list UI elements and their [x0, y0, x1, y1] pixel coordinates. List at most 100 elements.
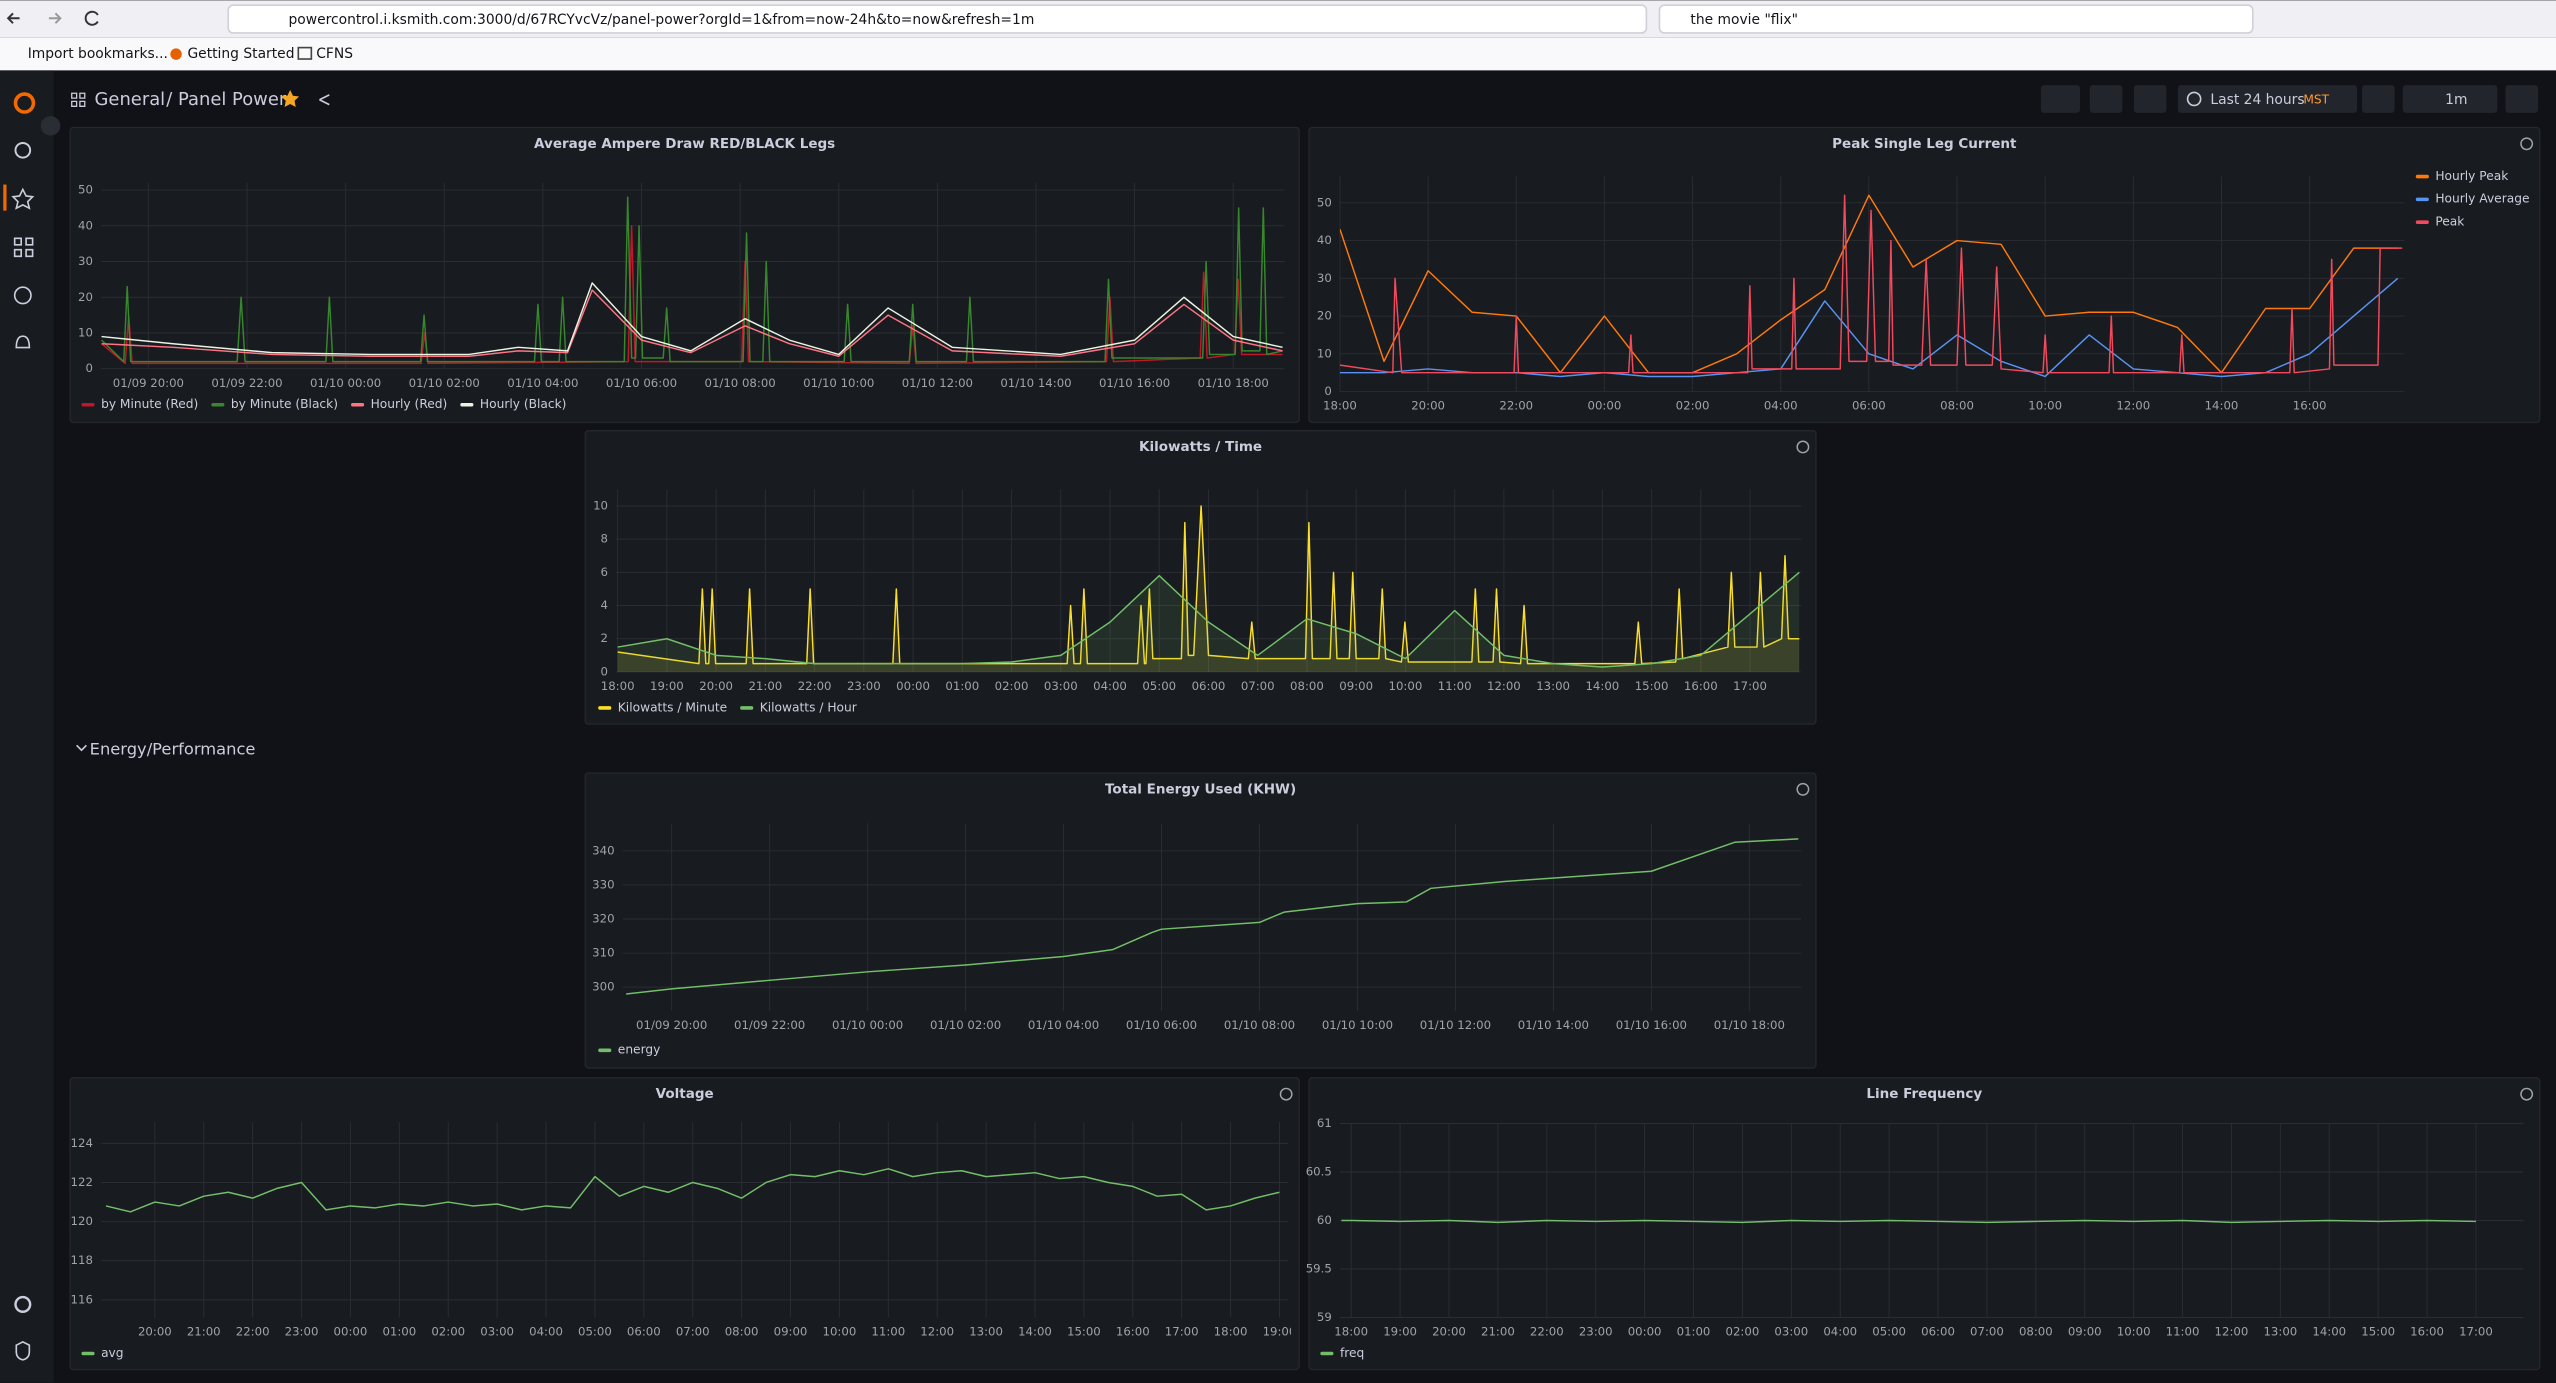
x-tick-label: 01/10 16:00	[1099, 376, 1170, 390]
legend-swatch	[598, 1048, 612, 1053]
y-tick-label: 59.5	[1306, 1261, 1332, 1275]
x-tick-label: 19:00	[650, 679, 684, 693]
x-tick-label: 14:00	[2205, 399, 2239, 413]
x-tick-label: 04:00	[529, 1325, 563, 1339]
tv-mode-button[interactable]	[2505, 85, 2539, 113]
y-tick-label: 0	[1324, 384, 1331, 398]
plot-area	[105, 1168, 1280, 1213]
legend-label: by Minute (Black)	[231, 397, 338, 411]
x-tick-label: 06:00	[1852, 399, 1886, 413]
y-tick-label: 0	[601, 664, 608, 678]
refresh-button[interactable]	[2402, 85, 2498, 113]
x-tick-label: 14:00	[2312, 1325, 2346, 1339]
dashboard-title: / Panel Power	[166, 89, 287, 110]
x-tick-label: 23:00	[847, 679, 881, 693]
url-bar[interactable]	[227, 4, 1648, 34]
legend-swatch	[598, 706, 612, 710]
series-line	[617, 571, 1800, 668]
x-tick-label: 00:00	[1628, 1325, 1662, 1339]
save-button[interactable]	[2089, 85, 2123, 113]
series-line	[101, 289, 1283, 357]
y-tick-label: 50	[78, 183, 93, 197]
alerting-icon[interactable]	[15, 335, 31, 349]
panel-title: Line Frequency	[1866, 1086, 1982, 1102]
reload-button[interactable]	[84, 10, 99, 26]
panel	[1308, 1077, 2541, 1371]
panel-title: Peak Single Leg Current	[1832, 136, 2017, 152]
y-tick-label: 59	[1317, 1310, 1332, 1324]
x-tick-label: 03:00	[1774, 1325, 1808, 1339]
legend-label: Peak	[2435, 215, 2465, 229]
legend-swatch	[2415, 174, 2429, 179]
search-bar[interactable]	[1658, 4, 2254, 34]
legend-swatch	[740, 706, 754, 710]
legend-label: Kilowatts / Minute	[618, 700, 727, 714]
legend-label: energy	[618, 1043, 661, 1057]
x-tick-label: 19:00	[1263, 1325, 1297, 1339]
bookmark[interactable]: Import bookmarks...	[28, 46, 168, 62]
x-tick-label: 12:00	[1487, 679, 1521, 693]
x-tick-label: 10:00	[2028, 399, 2062, 413]
x-tick-label: 21:00	[1481, 1325, 1515, 1339]
x-tick-label: 07:00	[676, 1325, 710, 1339]
x-tick-label: 02:00	[1726, 1325, 1760, 1339]
bookmark[interactable]: Getting Started	[187, 46, 294, 62]
x-tick-label: 01/10 12:00	[1420, 1018, 1491, 1032]
plot-area	[617, 505, 1800, 672]
x-tick-label: 03:00	[480, 1325, 514, 1339]
favorite-star[interactable]	[281, 89, 300, 107]
explore-icon[interactable]	[13, 286, 32, 305]
bookmark[interactable]: CFNS	[316, 46, 353, 62]
grafana-logo[interactable]	[13, 92, 36, 114]
row-chevron[interactable]	[76, 744, 87, 752]
shield-icon[interactable]	[15, 1340, 31, 1361]
x-tick-label: 23:00	[1579, 1325, 1613, 1339]
x-tick-label: 12:00	[2116, 399, 2150, 413]
row-title[interactable]: Energy/Performance	[90, 740, 256, 759]
x-tick-label: 11:00	[1438, 679, 1472, 693]
starred-icon[interactable]	[11, 187, 35, 210]
x-tick-label: 01/10 18:00	[1714, 1018, 1785, 1032]
legend-swatch	[1320, 1351, 1334, 1356]
expand-button[interactable]	[40, 116, 61, 136]
legend-swatch	[2415, 220, 2429, 224]
y-tick-label: 4	[601, 598, 608, 612]
y-tick-label: 340	[592, 843, 614, 857]
x-axis: 18:00 19:00 20:00 21:00 22:00 23:00 00:00 01:00…	[601, 489, 1767, 693]
back-button[interactable]	[6, 12, 20, 24]
time-picker[interactable]	[2177, 85, 2358, 113]
y-tick-label: 116	[71, 1292, 93, 1306]
y-tick-label: 300	[592, 980, 614, 994]
settings-button[interactable]	[2133, 85, 2167, 113]
legend-swatch	[211, 402, 225, 407]
zoom-out-button[interactable]	[2362, 85, 2395, 113]
forward-button[interactable]	[48, 12, 62, 24]
x-tick-label: 22:00	[236, 1325, 270, 1339]
x-tick-label: 05:00	[1142, 679, 1176, 693]
panel	[584, 772, 1817, 1069]
x-tick-label: 16:00	[2293, 399, 2327, 413]
y-tick-label: 8	[601, 532, 608, 546]
series-line	[1339, 277, 2399, 378]
y-tick-label: 320	[592, 911, 614, 925]
url-text: powercontrol.i.ksmith.com:3000/d/67RCYvc…	[289, 12, 1035, 28]
panel-refresh-icon	[2520, 1087, 2534, 1101]
search-icon[interactable]	[14, 141, 32, 159]
settings-icon[interactable]	[14, 1295, 32, 1313]
x-tick-label: 00:00	[896, 679, 930, 693]
x-tick-label: 05:00	[1872, 1325, 1906, 1339]
dashboards-icon[interactable]	[13, 237, 34, 258]
y-tick-label: 2	[601, 631, 608, 645]
x-tick-label: 01/10 04:00	[507, 376, 578, 390]
series-line	[101, 196, 1283, 363]
share-icon[interactable]	[319, 94, 330, 106]
x-tick-label: 04:00	[1823, 1325, 1857, 1339]
y-tick-label: 30	[78, 254, 93, 268]
y-tick-label: 40	[78, 218, 93, 232]
add-panel-button[interactable]	[2040, 85, 2081, 113]
breadcrumb-folder[interactable]: General	[95, 89, 166, 110]
x-tick-label: 05:00	[578, 1325, 612, 1339]
x-tick-label: 00:00	[1588, 399, 1622, 413]
x-tick-label: 01/10 02:00	[409, 376, 480, 390]
plot-area	[101, 196, 1283, 365]
